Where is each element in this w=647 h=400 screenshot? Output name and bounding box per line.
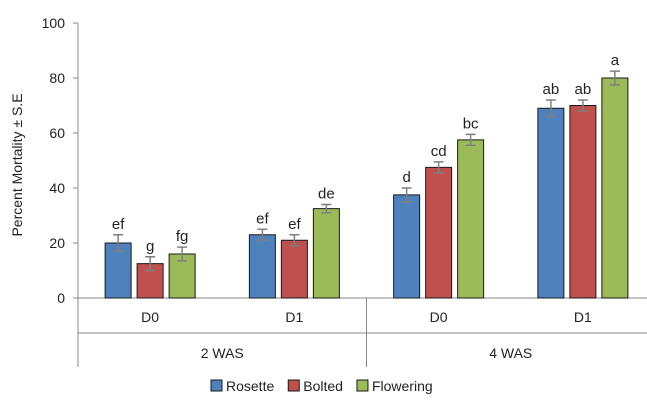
- significance-letter: ef: [288, 216, 301, 233]
- legend-label: Rosette: [226, 378, 274, 394]
- y-tick-label: 40: [49, 180, 65, 196]
- legend-label: Bolted: [303, 378, 343, 394]
- bar-bolted: [280, 239, 308, 299]
- x-tick-label: D0: [430, 309, 448, 325]
- x-tick-label: D1: [574, 309, 592, 325]
- significance-letter: ef: [112, 216, 125, 233]
- y-tick-label: 100: [42, 15, 66, 31]
- y-tick-label: 80: [49, 70, 65, 86]
- legend-label: Flowering: [372, 378, 433, 394]
- significance-letter: ef: [256, 210, 269, 227]
- y-tick-label: 60: [49, 125, 65, 141]
- y-tick-label: 0: [57, 290, 65, 306]
- significance-letter: fg: [176, 228, 189, 245]
- legend-swatch: [287, 379, 300, 392]
- legend: Rosette Bolted Flowering: [210, 378, 433, 394]
- y-axis-label: Percent Mortality ± S.E: [9, 93, 25, 236]
- bar-flowering: [457, 139, 485, 299]
- x-tick-label: D0: [141, 309, 159, 325]
- significance-letter: cd: [431, 143, 447, 160]
- significance-letter: d: [402, 169, 410, 186]
- bar-flowering: [312, 208, 340, 299]
- bar-bolted: [569, 105, 597, 299]
- plot-area: 0 20 40 60 80 100 D0 D1 D0 D1 2 WAS 4 WAS ef ef d ab g ef…: [42, 15, 647, 367]
- legend-swatch: [356, 379, 369, 392]
- bar-rosette: [104, 242, 132, 299]
- group-label: 4 WAS: [489, 345, 532, 361]
- significance-letter: ab: [575, 81, 592, 98]
- x-tick-label: D1: [285, 309, 303, 325]
- group-label: 2 WAS: [201, 345, 244, 361]
- significance-letter: bc: [463, 115, 479, 132]
- bar-rosette: [248, 234, 276, 299]
- bar-bolted: [425, 166, 453, 299]
- significance-letter: g: [146, 238, 154, 255]
- y-tick-label: 20: [49, 235, 65, 251]
- bar-rosette: [393, 194, 421, 299]
- bar-rosette: [537, 107, 565, 299]
- significance-letter: de: [318, 186, 335, 203]
- significance-letter: ab: [543, 81, 560, 98]
- bar-flowering: [601, 77, 629, 299]
- legend-swatch: [210, 379, 223, 392]
- significance-letter: a: [611, 52, 620, 69]
